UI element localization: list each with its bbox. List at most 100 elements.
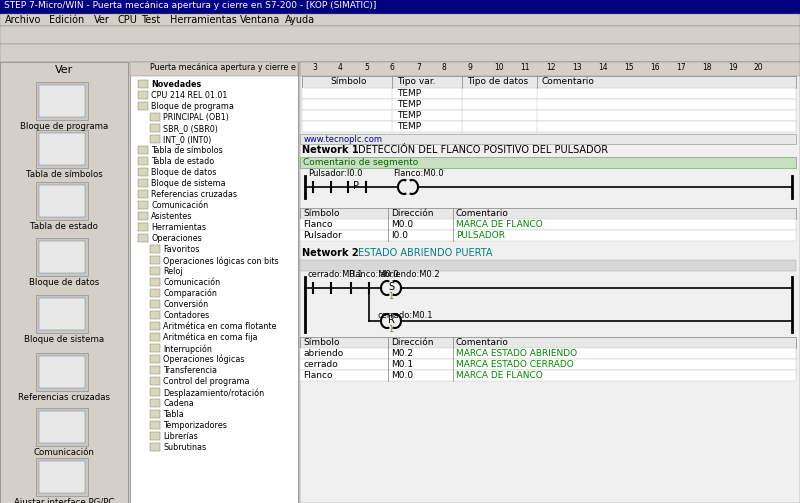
Text: CPU 214 REL 01.01: CPU 214 REL 01.01	[151, 91, 227, 100]
Text: Bloque de datos: Bloque de datos	[151, 168, 216, 177]
Text: Reloj: Reloj	[163, 267, 182, 276]
Text: 20: 20	[754, 63, 764, 72]
Bar	[150, 399, 160, 407]
Bar	[300, 370, 796, 381]
Text: Comparación: Comparación	[163, 289, 217, 298]
Text: MARCA DE FLANCO: MARCA DE FLANCO	[456, 220, 542, 229]
Text: 10: 10	[494, 63, 504, 72]
Text: Bloque de programa: Bloque de programa	[20, 122, 108, 131]
Text: Ver: Ver	[55, 65, 73, 75]
Text: CPU: CPU	[118, 15, 138, 25]
Bar	[138, 223, 148, 231]
Bar	[0, 62, 128, 503]
Text: DETECCIÓN DEL FLANCO POSITIVO DEL PULSADOR: DETECCIÓN DEL FLANCO POSITIVO DEL PULSAD…	[358, 145, 608, 155]
Bar	[300, 219, 796, 230]
Text: Operaciones: Operaciones	[151, 234, 202, 243]
Bar	[0, 26, 800, 44]
Bar	[302, 121, 796, 132]
Bar	[130, 62, 298, 503]
Bar	[138, 157, 148, 165]
Text: Flanco: Flanco	[303, 371, 333, 380]
Text: Tabla de símbolos: Tabla de símbolos	[151, 146, 222, 155]
Text: abriendo:M0.2: abriendo:M0.2	[379, 270, 440, 279]
Text: Comentario: Comentario	[456, 209, 509, 218]
Text: M0.2: M0.2	[391, 349, 413, 358]
Bar	[39, 241, 85, 273]
Text: Network 1: Network 1	[302, 145, 358, 155]
Bar	[300, 62, 800, 503]
Bar	[150, 432, 160, 440]
Bar	[36, 408, 88, 446]
Bar	[150, 322, 160, 330]
Bar	[300, 337, 796, 348]
Text: Comentario: Comentario	[542, 77, 595, 86]
Text: SBR_0 (SBR0): SBR_0 (SBR0)	[163, 124, 218, 133]
Bar	[138, 201, 148, 209]
Text: Interrupción: Interrupción	[163, 344, 212, 354]
Text: I0.0: I0.0	[391, 231, 408, 240]
Text: Símbolo: Símbolo	[303, 209, 339, 218]
Text: 3: 3	[312, 63, 317, 72]
Text: cerrado:M0.1: cerrado:M0.1	[308, 270, 363, 279]
Bar	[36, 458, 88, 496]
Text: R: R	[387, 315, 394, 325]
Text: M0.1: M0.1	[391, 360, 413, 369]
Text: 13: 13	[572, 63, 582, 72]
Text: Tabla de estado: Tabla de estado	[151, 157, 214, 166]
Bar	[150, 388, 160, 396]
Bar	[36, 295, 88, 333]
Bar	[138, 91, 148, 99]
Bar	[138, 146, 148, 154]
Text: TEMP: TEMP	[397, 122, 421, 131]
Text: Cadena: Cadena	[163, 399, 194, 408]
Text: 1: 1	[388, 325, 394, 334]
Bar	[39, 85, 85, 117]
Bar	[36, 82, 88, 120]
Bar	[39, 185, 85, 217]
Text: PULSADOR: PULSADOR	[456, 231, 505, 240]
Bar	[150, 267, 160, 275]
Bar	[150, 124, 160, 132]
Text: Archivo: Archivo	[5, 15, 42, 25]
Text: MARCA ESTADO ABRIENDO: MARCA ESTADO ABRIENDO	[456, 349, 577, 358]
Bar	[150, 256, 160, 264]
Text: Símbolo: Símbolo	[330, 77, 366, 86]
Bar	[302, 88, 796, 99]
Text: Tabla de estado: Tabla de estado	[30, 222, 98, 231]
Text: Bloque de programa: Bloque de programa	[151, 102, 234, 111]
Text: Operaciones lógicas con bits: Operaciones lógicas con bits	[163, 256, 278, 266]
Text: MARCA DE FLANCO: MARCA DE FLANCO	[456, 371, 542, 380]
Text: Control del programa: Control del programa	[163, 377, 250, 386]
Text: 14: 14	[598, 63, 608, 72]
Text: Tabla: Tabla	[163, 410, 184, 419]
Bar	[150, 300, 160, 308]
Bar	[150, 443, 160, 451]
Bar	[138, 179, 148, 187]
Bar	[36, 182, 88, 220]
Bar	[138, 234, 148, 242]
Bar	[36, 130, 88, 168]
Text: INT_0 (INT0): INT_0 (INT0)	[163, 135, 211, 144]
Text: 12: 12	[546, 63, 555, 72]
Bar	[150, 245, 160, 253]
Text: Puerta mecánica apertura y cierre e: Puerta mecánica apertura y cierre e	[150, 63, 296, 72]
Bar	[300, 134, 796, 144]
Bar	[150, 311, 160, 319]
Text: Comunicación: Comunicación	[163, 278, 220, 287]
Text: Test: Test	[141, 15, 160, 25]
Text: Flanco: Flanco	[303, 220, 333, 229]
Bar	[36, 238, 88, 276]
Bar	[39, 356, 85, 388]
Text: Comentario: Comentario	[456, 338, 509, 347]
Text: Tipo de datos: Tipo de datos	[467, 77, 528, 86]
Text: cerrado:M0.1: cerrado:M0.1	[378, 311, 434, 320]
Text: Contadores: Contadores	[163, 311, 210, 320]
Text: ESTADO ABRIENDO PUERTA: ESTADO ABRIENDO PUERTA	[358, 248, 493, 258]
Bar	[138, 190, 148, 198]
Bar	[300, 260, 796, 271]
Bar	[300, 230, 796, 241]
Bar	[138, 102, 148, 110]
Text: www.tecnoplc.com: www.tecnoplc.com	[304, 135, 383, 144]
Bar	[150, 410, 160, 418]
Text: Asistentes: Asistentes	[151, 212, 192, 221]
